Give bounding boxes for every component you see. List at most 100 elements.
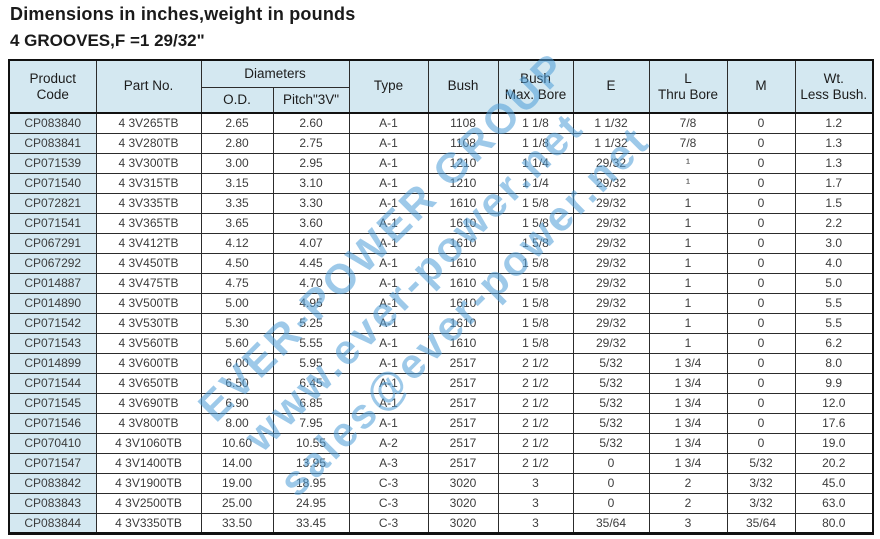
cell-wt-less-bush: 2.2 [794, 212, 874, 234]
cell-bush-max-bore: 1 5/8 [497, 232, 574, 254]
cell-od: 10.60 [200, 432, 274, 454]
cell-l-thru-bore: 1 [648, 332, 728, 354]
cell-pitch-3v: 2.60 [272, 112, 350, 134]
cell-type: A-1 [348, 392, 429, 414]
table-row: CP083844 4 3V3350TB 33.50 33.45 C-3 3020 3 35/6… [8, 512, 874, 534]
cell-wt-less-bush: 8.0 [794, 352, 874, 374]
cell-e: 5/32 [572, 432, 650, 454]
cell-l-thru-bore: 1 3/4 [648, 372, 728, 394]
cell-pitch-3v: 18.95 [272, 472, 350, 494]
cell-l-thru-bore: 1 3/4 [648, 412, 728, 434]
cell-type: A-1 [348, 252, 429, 274]
header-diameters: Diameters [200, 59, 350, 88]
cell-wt-less-bush: 17.6 [794, 412, 874, 434]
cell-part-no: 4 3V335TB [95, 192, 202, 214]
cell-type: A-3 [348, 452, 429, 474]
cell-part-no: 4 3V600TB [95, 352, 202, 374]
cell-m: 0 [726, 432, 796, 454]
cell-pitch-3v: 4.95 [272, 292, 350, 314]
table-row: CP014887 4 3V475TB 4.75 4.70 A-1 1610 1 5/8 29/… [8, 272, 874, 294]
cell-bush: 2517 [427, 372, 499, 394]
cell-part-no: 4 3V1900TB [95, 472, 202, 494]
cell-part-no: 4 3V1060TB [95, 432, 202, 454]
cell-bush-max-bore: 1 1/8 [497, 132, 574, 154]
cell-l-thru-bore: 7/8 [648, 132, 728, 154]
cell-type: A-1 [348, 152, 429, 174]
cell-od: 6.00 [200, 352, 274, 374]
cell-wt-less-bush: 63.0 [794, 492, 874, 514]
cell-bush-max-bore: 1 1/4 [497, 152, 574, 174]
cell-e: 0 [572, 452, 650, 474]
cell-bush: 1610 [427, 252, 499, 274]
cell-product-code: CP071544 [8, 372, 97, 394]
cell-e: 5/32 [572, 372, 650, 394]
cell-m: 0 [726, 352, 796, 374]
cell-od: 3.00 [200, 152, 274, 174]
table-body: CP083840 4 3V265TB 2.65 2.60 A-1 1108 1 1/8 1 1… [8, 112, 874, 534]
cell-bush: 1610 [427, 292, 499, 314]
cell-l-thru-bore: 1 [648, 272, 728, 294]
cell-wt-less-bush: 80.0 [794, 512, 874, 534]
cell-type: A-1 [348, 332, 429, 354]
header-product-code-line1: Product [29, 70, 77, 86]
cell-product-code: CP067292 [8, 252, 97, 274]
table-row: CP083841 4 3V280TB 2.80 2.75 A-1 1108 1 1/8 1 1… [8, 132, 874, 154]
cell-bush: 1610 [427, 212, 499, 234]
cell-part-no: 4 3V500TB [95, 292, 202, 314]
cell-bush-max-bore: 3 [497, 492, 574, 514]
cell-pitch-3v: 10.55 [272, 432, 350, 454]
cell-bush-max-bore: 1 5/8 [497, 312, 574, 334]
cell-l-thru-bore: 1 3/4 [648, 352, 728, 374]
cell-wt-less-bush: 9.9 [794, 372, 874, 394]
cell-part-no: 4 3V2500TB [95, 492, 202, 514]
cell-m: 0 [726, 152, 796, 174]
cell-bush-max-bore: 2 1/2 [497, 452, 574, 474]
header-m: M [726, 59, 796, 114]
table-row: CP083843 4 3V2500TB 25.00 24.95 C-3 3020 3 0 2 3/… [8, 492, 874, 514]
header-e: E [572, 59, 650, 114]
cell-bush-max-bore: 2 1/2 [497, 352, 574, 374]
table-row: CP071540 4 3V315TB 3.15 3.10 A-1 1210 1 1/4 29/… [8, 172, 874, 194]
cell-od: 14.00 [200, 452, 274, 474]
cell-bush-max-bore: 1 5/8 [497, 212, 574, 234]
cell-l-thru-bore: 2 [648, 472, 728, 494]
cell-product-code: CP083842 [8, 472, 97, 494]
cell-bush-max-bore: 2 1/2 [497, 372, 574, 394]
cell-part-no: 4 3V300TB [95, 152, 202, 174]
cell-bush-max-bore: 1 1/4 [497, 172, 574, 194]
cell-m: 5/32 [726, 452, 796, 474]
cell-wt-less-bush: 1.3 [794, 152, 874, 174]
cell-pitch-3v: 4.45 [272, 252, 350, 274]
cell-product-code: CP067291 [8, 232, 97, 254]
cell-bush: 1610 [427, 232, 499, 254]
table-header: Product Code Part No. Diameters Type Bus… [8, 59, 874, 114]
header-bush-max-bore-line2: Max. Bore [504, 86, 567, 102]
cell-m: 0 [726, 312, 796, 334]
cell-l-thru-bore: 1 [648, 252, 728, 274]
cell-m: 0 [726, 252, 796, 274]
header-wt-less-bush-line2: Less Bush. [800, 86, 868, 102]
cell-e: 29/32 [572, 312, 650, 334]
cell-bush-max-bore: 2 1/2 [497, 412, 574, 434]
cell-part-no: 4 3V530TB [95, 312, 202, 334]
cell-wt-less-bush: 5.0 [794, 272, 874, 294]
cell-m: 3/32 [726, 492, 796, 514]
header-bush: Bush [427, 59, 499, 114]
cell-pitch-3v: 3.60 [272, 212, 350, 234]
cell-m: 35/64 [726, 512, 796, 534]
cell-od: 33.50 [200, 512, 274, 534]
cell-part-no: 4 3V412TB [95, 232, 202, 254]
cell-od: 6.50 [200, 372, 274, 394]
cell-wt-less-bush: 4.0 [794, 252, 874, 274]
cell-od: 25.00 [200, 492, 274, 514]
cell-m: 0 [726, 132, 796, 154]
cell-od: 3.65 [200, 212, 274, 234]
cell-wt-less-bush: 3.0 [794, 232, 874, 254]
cell-m: 0 [726, 412, 796, 434]
cell-e: 29/32 [572, 292, 650, 314]
cell-pitch-3v: 6.45 [272, 372, 350, 394]
cell-e: 35/64 [572, 512, 650, 534]
table-row: CP071541 4 3V365TB 3.65 3.60 A-1 1610 1 5/8 29/… [8, 212, 874, 234]
cell-product-code: CP083844 [8, 512, 97, 534]
cell-bush: 1610 [427, 312, 499, 334]
